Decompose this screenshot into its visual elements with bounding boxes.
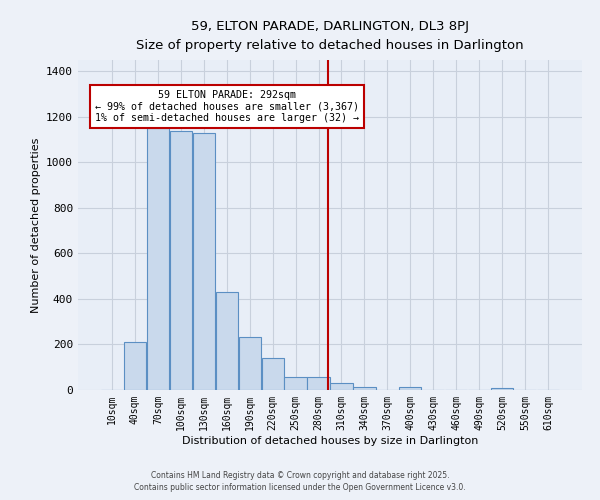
Bar (353, 388, 376, 390)
Bar (124, 342, 146, 390)
Bar (262, 358, 284, 390)
Text: Contains HM Land Registry data © Crown copyright and database right 2025.
Contai: Contains HM Land Registry data © Crown c… (134, 471, 466, 492)
Bar (239, 336, 261, 390)
Bar (193, 133, 215, 390)
Bar (215, 292, 238, 390)
Bar (399, 387, 421, 390)
Bar (491, 388, 513, 390)
Bar (147, 128, 169, 390)
X-axis label: Distribution of detached houses by size in Darlington: Distribution of detached houses by size … (182, 436, 478, 446)
Bar (170, 130, 192, 390)
Bar (284, 378, 307, 390)
Y-axis label: Number of detached properties: Number of detached properties (31, 138, 41, 312)
Title: 59, ELTON PARADE, DARLINGTON, DL3 8PJ
Size of property relative to detached hous: 59, ELTON PARADE, DARLINGTON, DL3 8PJ Si… (136, 20, 524, 52)
Bar (331, 383, 353, 390)
Bar (307, 378, 329, 390)
Text: 59 ELTON PARADE: 292sqm
← 99% of detached houses are smaller (3,367)
1% of semi-: 59 ELTON PARADE: 292sqm ← 99% of detache… (95, 90, 359, 123)
